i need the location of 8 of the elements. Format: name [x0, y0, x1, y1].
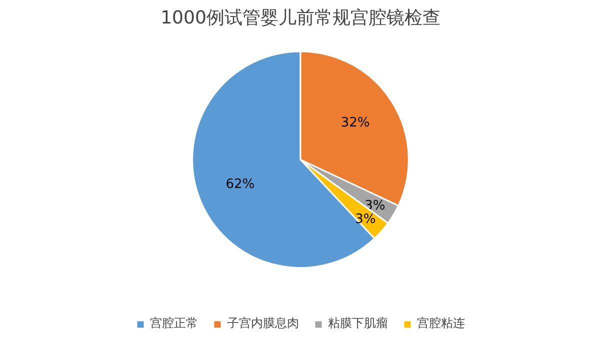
legend-label: 宫腔正常 [150, 315, 198, 332]
chart-title: 1000例试管婴儿前常规宫腔镜检查 [160, 8, 440, 28]
data-label: 3% [355, 212, 376, 228]
data-label: 62% [226, 177, 255, 192]
legend-label: 宫腔粘连 [417, 315, 465, 332]
data-label: 32% [340, 116, 370, 131]
legend-label: 子宫内膜息肉 [227, 315, 299, 332]
legend-label: 粘膜下肌瘤 [328, 315, 388, 332]
